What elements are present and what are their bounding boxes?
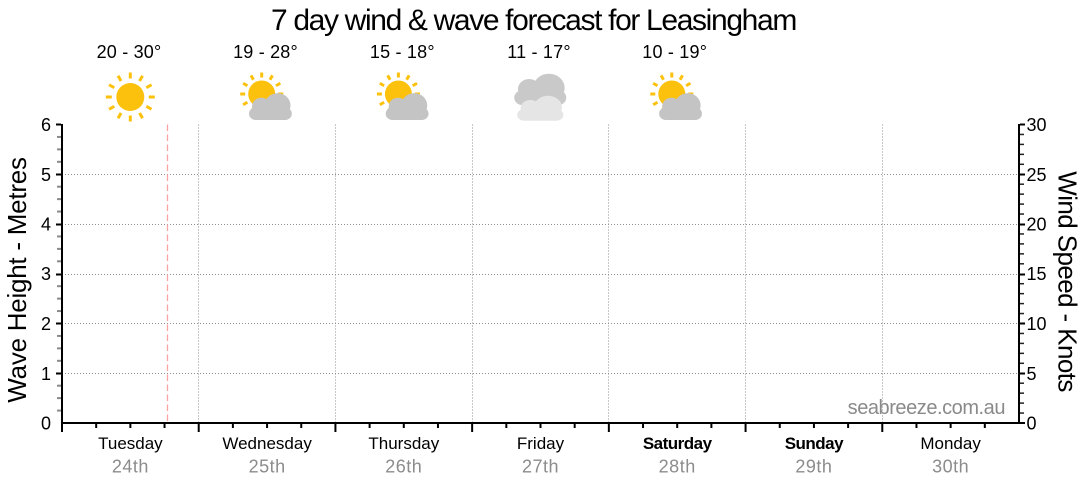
svg-text:5: 5 — [41, 165, 51, 185]
svg-text:30: 30 — [1027, 115, 1047, 135]
svg-text:Tuesday: Tuesday — [98, 434, 163, 453]
svg-text:Sunday: Sunday — [785, 434, 844, 453]
svg-text:11 - 17°: 11 - 17° — [507, 42, 571, 62]
svg-text:0: 0 — [1027, 414, 1037, 434]
svg-text:seabreeze.com.au: seabreeze.com.au — [848, 397, 1005, 419]
svg-text:15: 15 — [1027, 264, 1047, 284]
svg-text:2: 2 — [41, 314, 51, 334]
svg-text:26th: 26th — [385, 457, 422, 477]
svg-text:29th: 29th — [795, 457, 832, 477]
svg-text:5: 5 — [1027, 364, 1037, 384]
svg-text:10 - 19°: 10 - 19° — [642, 42, 707, 62]
svg-text:7 day wind & wave forecast for: 7 day wind & wave forecast for Leasingha… — [271, 4, 796, 37]
svg-text:Wave Height - Metres: Wave Height - Metres — [2, 157, 32, 403]
svg-text:25: 25 — [1027, 165, 1047, 185]
svg-text:4: 4 — [41, 215, 51, 235]
svg-text:1: 1 — [41, 364, 51, 384]
svg-text:Saturday: Saturday — [643, 434, 713, 453]
svg-text:27th: 27th — [522, 457, 559, 477]
svg-text:10: 10 — [1027, 314, 1047, 334]
svg-text:28th: 28th — [659, 457, 696, 477]
svg-text:Friday: Friday — [517, 434, 565, 453]
svg-text:6: 6 — [41, 115, 51, 135]
svg-text:30th: 30th — [932, 457, 969, 477]
svg-text:Wednesday: Wednesday — [222, 434, 312, 453]
svg-text:Monday: Monday — [920, 434, 981, 453]
svg-text:3: 3 — [41, 264, 51, 284]
svg-text:25th: 25th — [249, 457, 286, 477]
svg-text:20 - 30°: 20 - 30° — [97, 42, 162, 62]
svg-text:0: 0 — [41, 414, 51, 434]
svg-text:20: 20 — [1027, 215, 1047, 235]
svg-text:15 - 18°: 15 - 18° — [370, 42, 435, 62]
svg-text:19 - 28°: 19 - 28° — [233, 42, 298, 62]
svg-text:Thursday: Thursday — [368, 434, 439, 453]
svg-text:24th: 24th — [112, 457, 149, 477]
svg-text:Wind Speed - Knots: Wind Speed - Knots — [1053, 171, 1080, 392]
